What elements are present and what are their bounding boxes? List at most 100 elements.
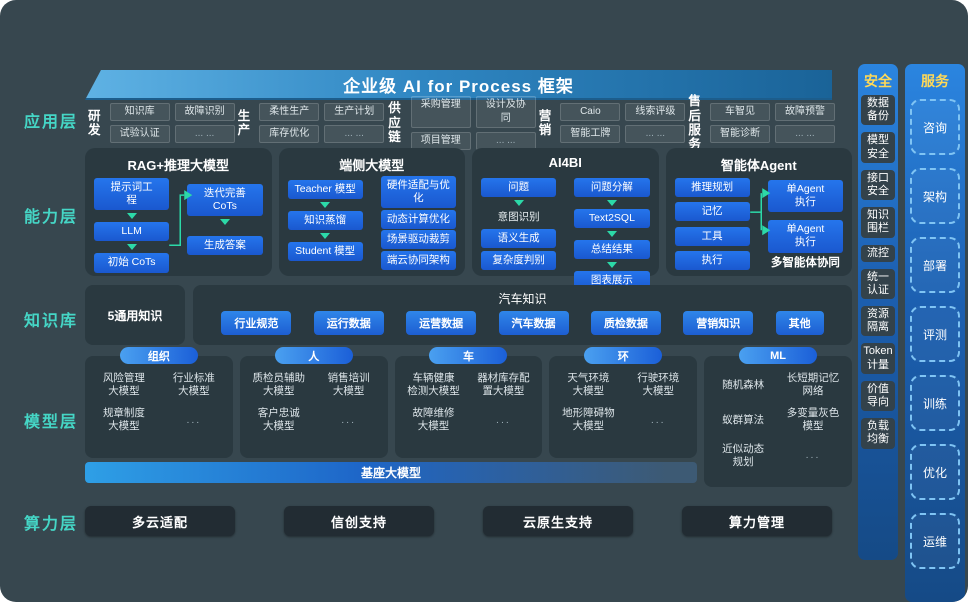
list-node: 动态计算优化	[380, 209, 456, 229]
flow-node: 生成答案	[187, 236, 263, 256]
app-group: 营销 Caio 线索评级 智能工牌... ...	[536, 101, 686, 145]
capability-left-column: 提示词工 程 LLM 初始 CoTs	[94, 174, 170, 273]
model-item: 天气环境 大模型	[567, 372, 610, 398]
flow-arrow-down-icon	[606, 200, 617, 207]
security-item: 资源 隔离	[861, 306, 895, 337]
service-item: 评测	[910, 306, 960, 362]
model-item: 质检员辅助 大模型	[252, 372, 305, 398]
model-item: 规章制度 大模型	[102, 407, 145, 433]
knowledge-layer-row: 5通用知识 汽车知识 行业规范 运行数据 运营数据 汽车数据 质检数据 营销知识 其他	[85, 285, 852, 345]
knowledge-pill: 运行数据	[313, 311, 384, 335]
model-item: 器材库存配 置大模型	[477, 372, 530, 398]
security-item: 统一 认证	[861, 268, 895, 300]
capability-right-column: 迭代完善 CoTs 生成答案	[187, 174, 263, 270]
flow-arrow-down-icon	[126, 213, 137, 220]
model-item: 风险管理 大模型	[102, 372, 145, 398]
service-item: 训练	[910, 375, 960, 431]
model-item: ...	[805, 449, 821, 462]
model-item: 销售培训 大模型	[327, 372, 370, 398]
model-item: 故障维修 大模型	[412, 407, 455, 433]
flow-node: 知识蒸馏	[287, 211, 363, 231]
app-group: 研发 知识库 故障识别 试验认证... ...	[85, 101, 235, 145]
flow-node: 迭代完善 CoTs	[187, 184, 263, 217]
app-item-box: 设计及协同	[475, 96, 536, 128]
model-group-grid: 风险管理 大模型 行业标准 大模型规章制度 大模型...	[85, 356, 233, 440]
capability-card-rag: RAG+推理大模型 提示词工 程 LLM 初始 CoTs 迭代完善 CoTs 生成答案	[85, 148, 272, 276]
model-item: ...	[341, 413, 357, 426]
model-item: 行业标准 大模型	[172, 372, 215, 398]
flow-node: Student 模型	[287, 242, 363, 262]
knowledge-pill-row: 行业规范 运行数据 运营数据 汽车数据 质检数据 营销知识 其他	[193, 307, 852, 345]
app-item-box: 车智见	[709, 103, 770, 121]
list-node: 硬件适配与优 化	[380, 176, 456, 209]
flow-node: 总结结果	[574, 240, 650, 260]
model-layer-row: 组织 风险管理 大模型 行业标准 大模型 规章制度 大模型... 人质检员辅助 大模型销…	[85, 347, 852, 487]
model-group-pill: 人	[274, 347, 353, 364]
flow-arrow-down-icon	[513, 200, 524, 207]
services-column: 服务 咨询 架构 部署 评测 训练 优化 运维	[905, 64, 965, 602]
layer-label-compute: 算力层	[24, 516, 79, 533]
capability-card-title: 智能体Agent	[720, 158, 797, 173]
model-item: 随机森林	[722, 378, 765, 391]
compute-button: 多云适配	[85, 506, 235, 536]
services-item-list: 咨询 架构 部署 评测 训练 优化 运维	[910, 95, 960, 602]
list-node: 执行	[674, 250, 750, 271]
model-group-pill: 组织	[119, 347, 198, 364]
model-item: 多变量灰色 模型	[786, 407, 840, 433]
model-group-0: 组织风险管理 大模型 行业标准 大模型规章制度 大模型...	[85, 347, 233, 458]
spacer	[675, 221, 750, 226]
model-group-pill: 环	[584, 347, 663, 364]
app-group-label: 研发	[88, 108, 101, 137]
multi-agent-caption: 多智能体协同	[770, 257, 840, 269]
agent-node: 单Agent 执行	[767, 180, 843, 213]
capability-layer-row: RAG+推理大模型 提示词工 程 LLM 初始 CoTs 迭代完善 CoTs 生成答案 端侧…	[85, 148, 853, 291]
knowledge-pill: 其他	[775, 311, 824, 335]
security-item: 模型 安全	[861, 132, 895, 163]
app-group: 售后 服务 车智见 故障预警 智能诊断... ...	[685, 94, 835, 151]
model-group-grid: 质检员辅助 大模型 销售培训 大模型客户忠诚 大模型...	[240, 356, 388, 440]
app-group-label: 售后 服务	[688, 94, 701, 152]
capability-card-title: AI4BI	[548, 155, 582, 170]
model-item: ...	[186, 413, 202, 426]
knowledge-pill: 运营数据	[406, 311, 477, 335]
app-item-box: 知识库	[109, 103, 170, 121]
layer-label-knowledge: 知识库	[24, 313, 79, 330]
compute-layer-row: 多云适配 信创支持 云原生支持 算力管理	[85, 506, 832, 537]
service-item: 部署	[910, 237, 960, 293]
list-node: 推理规划	[674, 178, 750, 198]
service-item: 咨询	[910, 99, 960, 155]
model-item: 近似动态 规划	[722, 442, 765, 468]
security-item: Token 计量	[861, 343, 895, 374]
app-item-box: ... ...	[174, 125, 235, 143]
model-item: 长短期记忆 网络	[786, 372, 840, 398]
model-group-grid: 车辆健康 检测大模型 器材库存配 置大模型 故障维修 大模型...	[395, 356, 543, 440]
capability-card-body: 提示词工 程 LLM 初始 CoTs 迭代完善 CoTs 生成答案	[85, 174, 272, 273]
security-item: 流控	[861, 244, 895, 262]
capability-left-column: Teacher 模型 知识蒸馏 Student 模型	[287, 174, 363, 270]
capability-left-column: 问题 意图识别 语义生成 复杂度判别	[481, 174, 557, 270]
app-item-box: 故障预警	[774, 103, 835, 121]
service-item: 架构	[910, 168, 960, 224]
capability-card-title: RAG+推理大模型	[127, 158, 229, 173]
model-item: 蚁群算法	[722, 413, 765, 426]
knowledge-pill: 汽车数据	[498, 311, 569, 335]
model-item: 客户忠诚 大模型	[257, 407, 300, 433]
app-item-box: ... ...	[324, 125, 385, 143]
knowledge-pill: 营销知识	[683, 311, 754, 335]
security-item: 价值 导向	[861, 380, 895, 412]
flow-node: 问题分解	[574, 178, 650, 198]
app-item-box: Caio	[560, 103, 621, 121]
services-header: 服务	[921, 73, 949, 89]
model-group-3: 环天气环境 大模型 行驶环境 大模型 地形障碍物 大模型...	[549, 347, 698, 458]
app-item-box: 采购管理	[410, 96, 471, 128]
capability-card-body: 推理规划 记忆 工具 执行 单Agent 执行 单Agent 执行 多智能体协同	[666, 174, 853, 271]
capability-card-agent: 智能体Agent 推理规划 记忆 工具 执行 单Agent 执行 单Agent 执行 多智能体…	[665, 148, 853, 276]
capability-right-column: 硬件适配与优 化动态计算优化 场景驱动裁剪 端云协同架构	[380, 174, 456, 270]
model-item: 车辆健康 检测大模型	[407, 372, 460, 398]
flow-node: Text2SQL	[574, 209, 650, 229]
flow-text: 意图识别	[497, 211, 540, 224]
app-item-box: 生产计划	[324, 103, 385, 121]
knowledge-pill: 质检数据	[590, 311, 661, 335]
flow-node: Teacher 模型	[287, 180, 363, 200]
